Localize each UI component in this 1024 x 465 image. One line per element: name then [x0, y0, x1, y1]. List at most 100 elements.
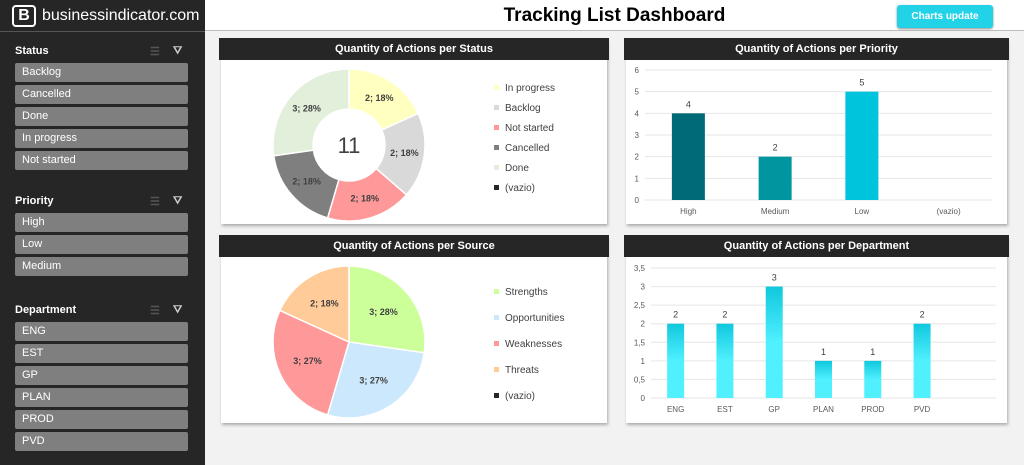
pie-slice — [326, 341, 426, 419]
slicer-item[interactable]: Cancelled — [15, 85, 188, 104]
data-label: 3; 27% — [359, 375, 388, 385]
legend-item: Not started — [505, 123, 554, 134]
bar — [671, 113, 705, 200]
legend-item: Done — [505, 163, 529, 174]
y-tick-label: 1 — [641, 357, 646, 366]
legend-item: Backlog — [505, 103, 541, 114]
legend-item: Weaknesses — [505, 339, 562, 350]
data-label: 5 — [859, 78, 864, 88]
multi-select-icon[interactable]: ☰ — [150, 304, 160, 317]
y-tick-label: 0 — [641, 394, 646, 403]
header: Tracking List Dashboard Charts update — [205, 0, 1024, 31]
clear-filter-icon[interactable]: ⛛ — [173, 44, 183, 57]
slicer-label: Department — [15, 304, 77, 316]
slicer-item[interactable]: PLAN — [15, 388, 188, 407]
legend-item: (vazio) — [505, 183, 535, 194]
y-tick-label: 6 — [635, 66, 640, 75]
pie-slice — [272, 309, 350, 416]
legend-item: Cancelled — [505, 143, 549, 154]
legend-swatch — [494, 145, 499, 150]
slicer-item[interactable]: PVD — [15, 432, 188, 451]
x-tick-label: EST — [717, 405, 733, 414]
x-tick-label: (vazio) — [937, 207, 961, 216]
divider — [0, 31, 205, 32]
charts-update-button[interactable]: Charts update — [897, 5, 993, 28]
data-label: 4 — [686, 99, 691, 109]
x-tick-label: Low — [855, 207, 870, 216]
slicer-label: Priority — [15, 195, 54, 207]
y-tick-label: 2,5 — [634, 301, 646, 310]
bar — [815, 360, 832, 398]
x-tick-label: PROD — [861, 405, 884, 414]
sidebar: B businessindicator.com Status ☰ ⛛ Backlo… — [0, 0, 205, 465]
data-label: 3 — [772, 273, 777, 283]
x-tick-label: Medium — [761, 207, 790, 216]
y-tick-label: 1,5 — [634, 338, 646, 347]
clear-filter-icon[interactable]: ⛛ — [173, 194, 183, 207]
data-label: 3; 28% — [369, 307, 398, 317]
bar — [845, 91, 879, 200]
slicer-item[interactable]: In progress — [15, 129, 188, 148]
y-tick-label: 2 — [635, 153, 640, 162]
x-tick-label: GP — [768, 405, 780, 414]
y-tick-label: 4 — [635, 109, 640, 118]
y-tick-label: 3 — [641, 283, 646, 292]
legend-swatch — [494, 289, 499, 294]
data-label: 2 — [920, 310, 925, 320]
legend-swatch — [494, 315, 499, 320]
center-total: 11 — [338, 133, 361, 158]
slicer-header: Status ☰ ⛛ — [15, 42, 188, 60]
pie-slice — [278, 265, 350, 344]
chart-title: Quantity of Actions per Source — [219, 235, 609, 257]
data-label: 2 — [673, 310, 678, 320]
slicer-item[interactable]: Done — [15, 107, 188, 126]
legend-item: (vazio) — [505, 391, 535, 402]
slicer-header: Department ☰ ⛛ — [15, 301, 188, 319]
legend-swatch — [494, 105, 499, 110]
multi-select-icon[interactable]: ☰ — [150, 195, 160, 208]
data-label: 2; 18% — [390, 148, 419, 158]
slicer-label: Status — [15, 45, 49, 57]
slicer-item[interactable]: Medium — [15, 257, 188, 276]
y-tick-label: 2 — [641, 320, 646, 329]
slicer-item[interactable]: EST — [15, 344, 188, 363]
y-tick-label: 3 — [635, 131, 640, 140]
y-tick-label: 3,5 — [634, 264, 646, 273]
clear-filter-icon[interactable]: ⛛ — [173, 303, 183, 316]
pie-slice — [348, 265, 426, 354]
chart-svg: 0 1 2 3 4 5 6 High 4 Medium 2 Low 5 (vazio) — [635, 66, 992, 216]
priority-chart-panel: Quantity of Actions per Priority 0 1 2 3 4 5 6 H… — [624, 38, 1009, 224]
slicer-item[interactable]: GP — [15, 366, 188, 385]
chart-title: Quantity of Actions per Department — [624, 235, 1009, 257]
legend-item: Strengths — [505, 287, 548, 298]
slicer-item[interactable]: Backlog — [15, 63, 188, 82]
legend-swatch — [494, 185, 499, 190]
bar — [758, 156, 792, 200]
legend-swatch — [494, 367, 499, 372]
chart-title: Quantity of Actions per Status — [219, 38, 609, 60]
slicer-header: Priority ☰ ⛛ — [15, 192, 188, 210]
slicer-item[interactable]: PROD — [15, 410, 188, 429]
data-label: 2 — [722, 310, 727, 320]
bar — [913, 323, 931, 398]
x-tick-label: PVD — [914, 405, 931, 414]
y-tick-label: 0,5 — [634, 375, 646, 384]
slicer-item[interactable]: Not started — [15, 151, 188, 170]
pie-slice — [272, 68, 350, 157]
chart-title: Quantity of Actions per Priority — [624, 38, 1009, 60]
legend-swatch — [494, 393, 499, 398]
multi-select-icon[interactable]: ☰ — [150, 45, 160, 58]
status-chart-panel: Quantity of Actions per Status 2; 18% 2; 1… — [219, 38, 609, 224]
y-tick-label: 5 — [635, 88, 640, 97]
legend-item: Threats — [505, 365, 539, 376]
slicer-item[interactable]: ENG — [15, 322, 188, 341]
data-label: 1 — [870, 347, 875, 357]
slicer-priority: Priority ☰ ⛛ High Low Medium — [15, 192, 188, 276]
legend-item: In progress — [505, 83, 555, 94]
slicer-item[interactable]: High — [15, 213, 188, 232]
slicer-item[interactable]: Low — [15, 235, 188, 254]
data-label: 2; 18% — [310, 299, 339, 309]
page-title: Tracking List Dashboard — [503, 5, 726, 26]
bar — [716, 323, 734, 398]
chart-svg: 2; 18% 2; 18% 2; 18% 2; 18% 3; 28% 11 In progr… — [272, 68, 555, 222]
